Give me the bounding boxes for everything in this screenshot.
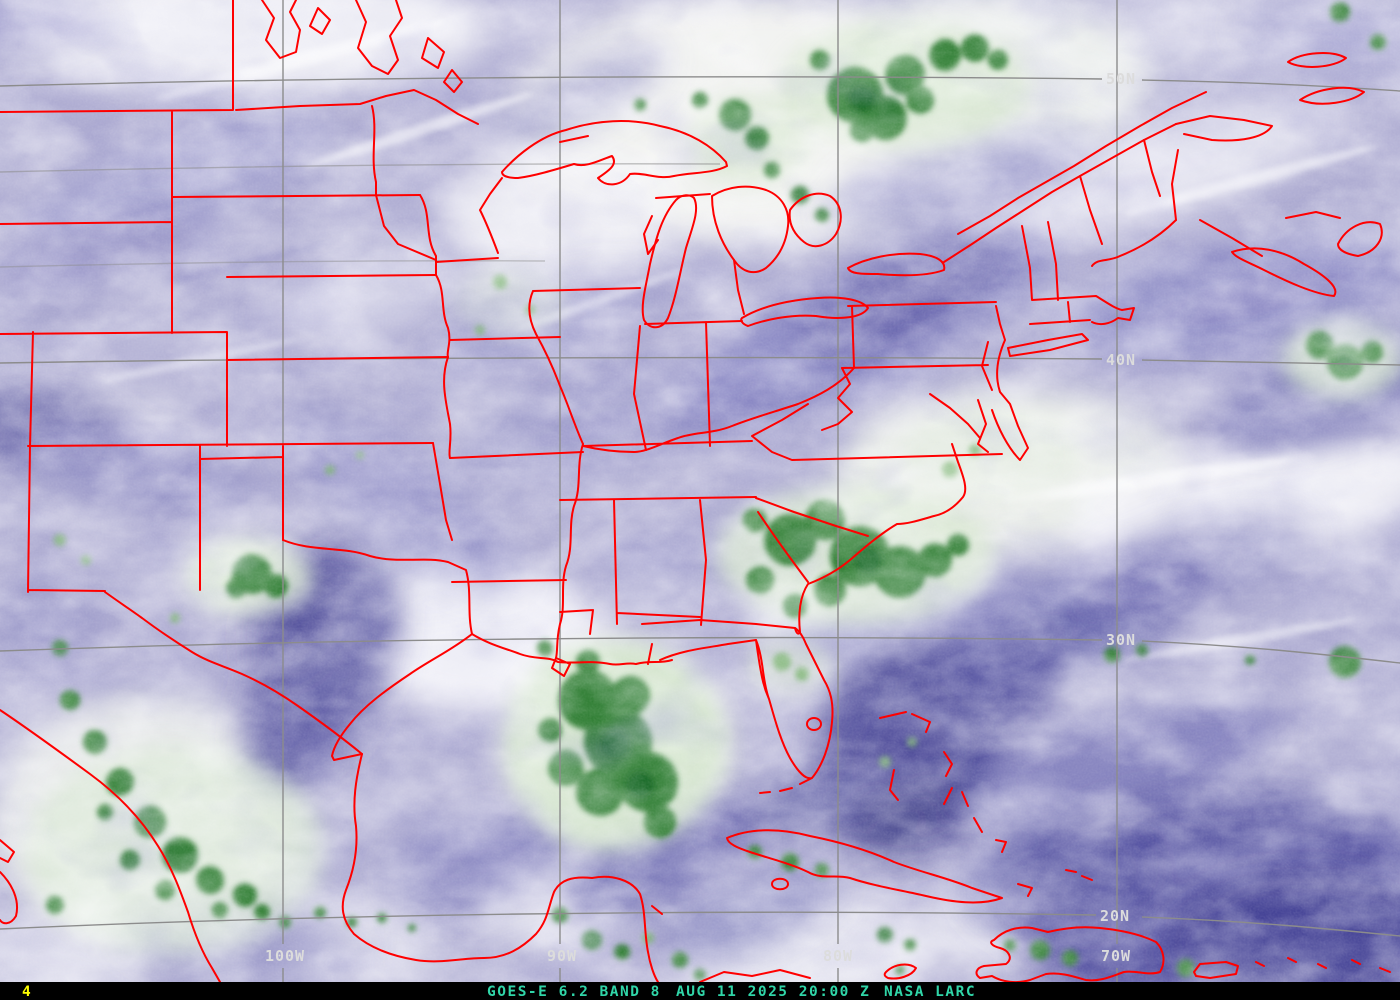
lon-label-70w: 70W (1101, 947, 1131, 965)
frame-number: 4 (22, 984, 32, 1000)
lat-label-40n: 40N (1106, 351, 1136, 369)
product-label: GOES-E 6.2 BAND 8 (487, 984, 661, 1000)
timestamp-label: AUG 11 2025 20:00 Z (676, 984, 870, 1000)
credit-label: NASA LARC (884, 984, 976, 1000)
grid-labels: 50N 40N 30N 20N 100W 90W 80W 70W (265, 70, 1136, 965)
lon-label-80w: 80W (823, 947, 853, 965)
status-bar-background (0, 982, 1400, 1000)
status-bar: 4 GOES-E 6.2 BAND 8 AUG 11 2025 20:00 Z … (0, 982, 1400, 1000)
lat-label-20n: 20N (1100, 907, 1130, 925)
lat-label-50n: 50N (1106, 70, 1136, 88)
state-boundaries (0, 0, 1391, 982)
lat-label-30n: 30N (1106, 631, 1136, 649)
lon-label-100w: 100W (265, 947, 305, 965)
lon-label-90w: 90W (547, 947, 577, 965)
